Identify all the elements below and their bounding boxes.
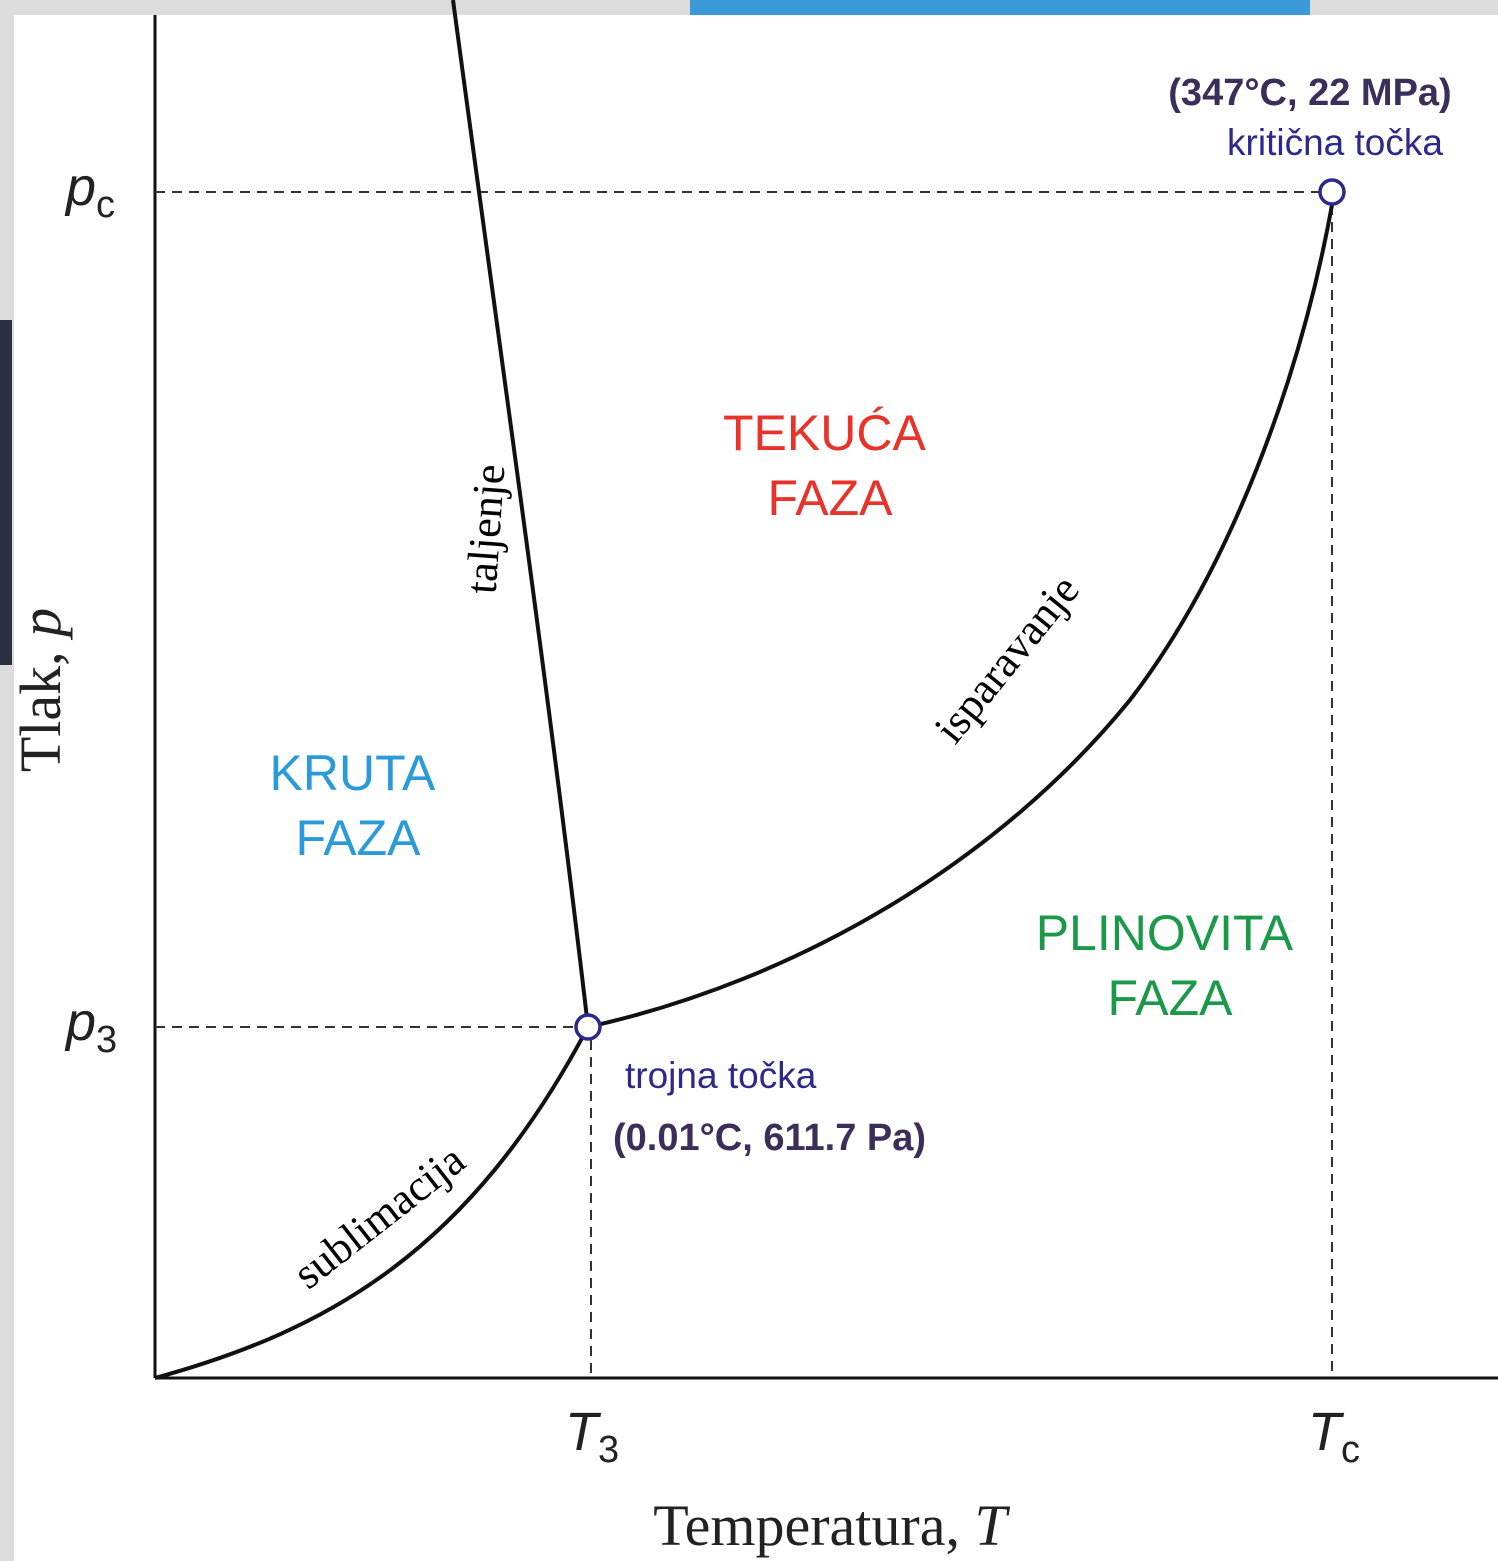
melting-curve [451,0,590,1028]
region-line: FAZA [1107,970,1233,1026]
axis-symbol: T [974,1493,1010,1558]
tick-symbol: p [64,157,96,217]
axis-text: Temperatura, [653,1493,960,1558]
triple-point [574,1013,602,1041]
bg-image [690,0,1310,15]
region-label: KRUTA FAZA [270,745,447,866]
tick-subscript: c [96,184,115,226]
critical-label: kritična točka [1227,122,1443,163]
triple-coords: (0.01°C, 611.7 Pa) [613,1117,926,1159]
region-label: TEKUĆA FAZA [723,405,937,526]
bg-image [0,320,12,665]
triple-label: trojna točka [625,1055,817,1096]
vaporization-curve [587,204,1334,1029]
tick-subscript: c [1341,1429,1360,1471]
region-line: TEKUĆA [723,405,926,461]
critical-point [1318,178,1346,206]
critical-coords: (347°C, 22 MPa) [1168,72,1451,114]
x-axis-label: Temperatura, T [653,1493,1010,1558]
curve-label: taljenje [457,463,515,596]
x-tick-label: T3 [565,1402,619,1471]
region-line: KRUTA [270,745,436,801]
tick-symbol: T [565,1402,602,1462]
sublimation-curve [154,1026,590,1380]
x-tick-label: Tc [1308,1402,1360,1471]
tick-symbol: p [64,992,96,1052]
region-label: PLINOVITA FAZA [1036,905,1305,1026]
region-line: PLINOVITA [1036,905,1294,961]
axis-symbol: p [8,608,73,641]
tick-subscript: 3 [598,1429,619,1471]
axis-text: Tlak, [8,651,73,772]
y-tick-label: p3 [64,992,117,1061]
region-line: FAZA [767,470,893,526]
y-tick-label: pc [64,157,115,226]
canvas [14,15,1498,1561]
tick-symbol: T [1308,1402,1345,1462]
tick-subscript: 3 [96,1019,117,1061]
y-axis-label: Tlak, p [8,608,73,772]
region-line: FAZA [295,810,421,866]
